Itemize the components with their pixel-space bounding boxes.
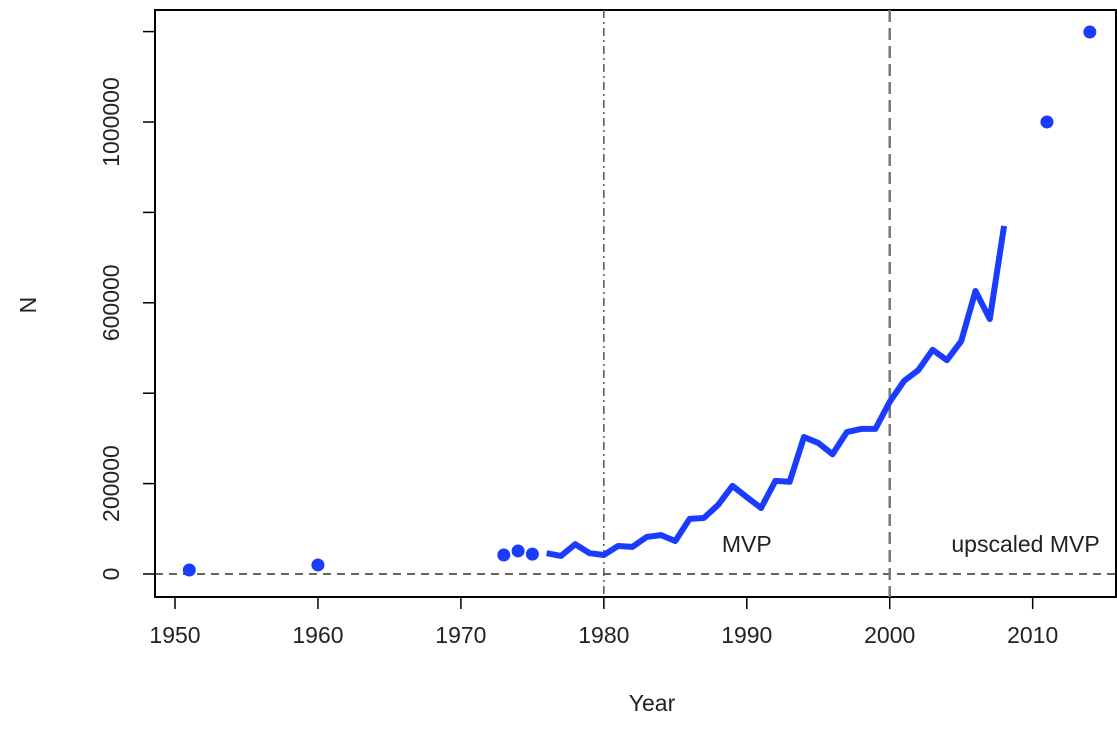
x-tick-label: 1970: [435, 622, 486, 648]
x-tick-label: 2010: [1007, 622, 1058, 648]
x-axis-label: Year: [629, 690, 676, 716]
y-tick-label: 600000: [98, 264, 124, 341]
y-tick-label: 0: [98, 568, 124, 581]
x-tick-label: 1990: [721, 622, 772, 648]
data-point: [1083, 25, 1097, 39]
data-point: [1040, 115, 1054, 129]
x-tick-label: 1980: [578, 622, 629, 648]
data-point: [525, 547, 539, 561]
data-point: [511, 544, 525, 558]
x-tick-label: 1960: [292, 622, 343, 648]
data-line: [546, 225, 1008, 559]
data-point: [182, 563, 196, 577]
annotation: upscaled MVP: [951, 531, 1099, 557]
x-tick-label: 1950: [149, 622, 200, 648]
data-point: [497, 548, 511, 562]
x-tick-label: 2000: [864, 622, 915, 648]
annotation: MVP: [722, 531, 772, 557]
data-point: [311, 558, 325, 572]
y-tick-label: 200000: [98, 445, 124, 522]
y-tick-label: 1000000: [98, 77, 124, 167]
y-axis-label: N: [15, 297, 41, 314]
